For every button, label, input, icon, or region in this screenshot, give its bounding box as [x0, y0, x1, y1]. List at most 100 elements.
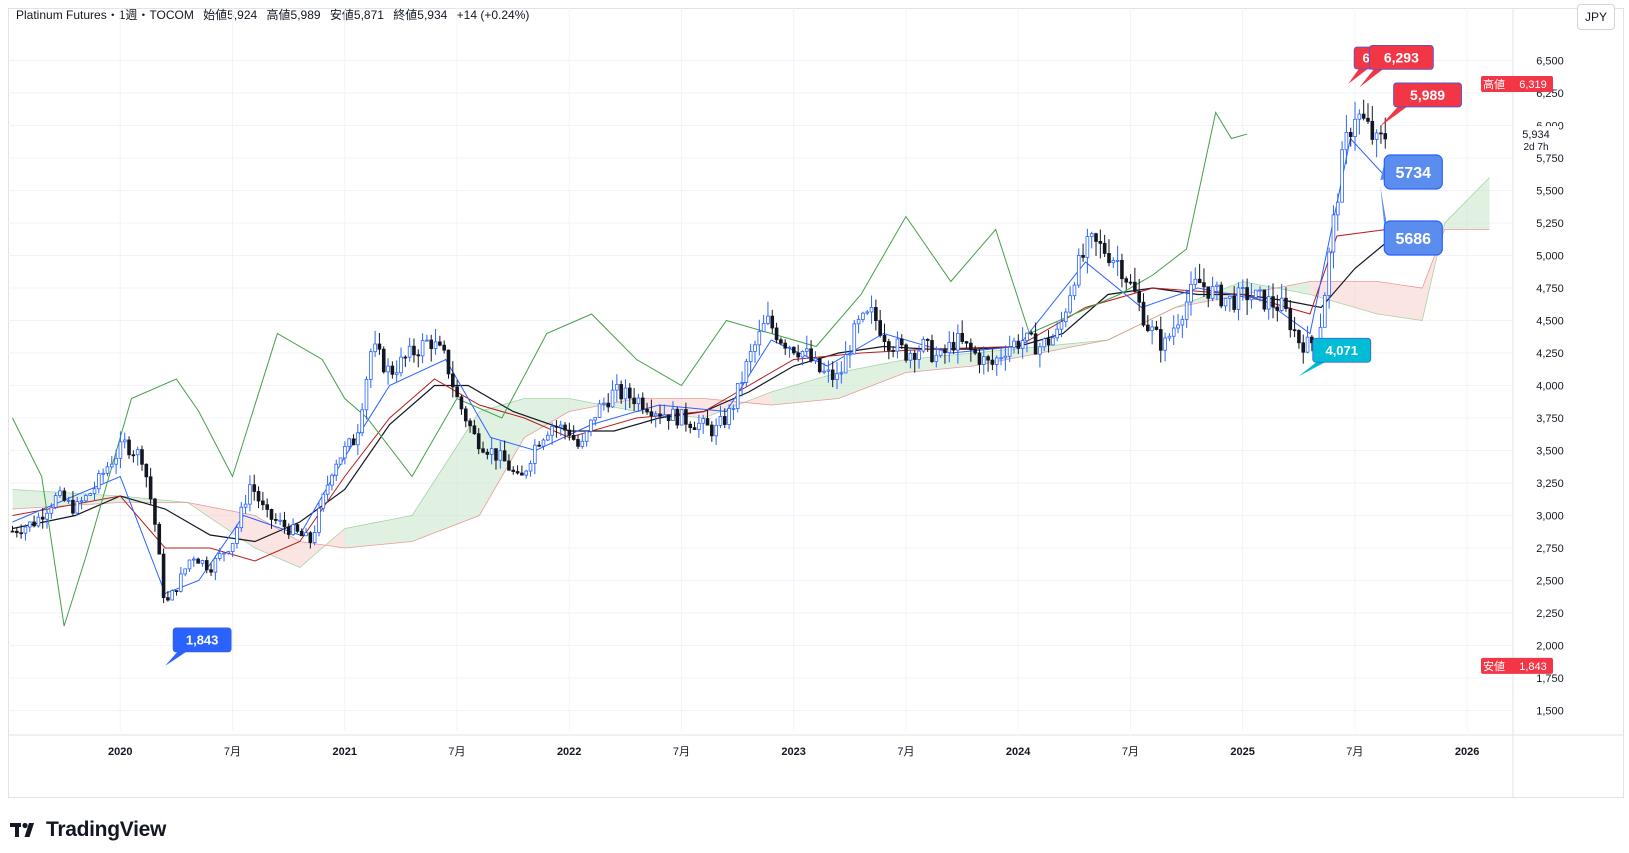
candle-body[interactable]: [261, 500, 265, 506]
candle-body[interactable]: [666, 414, 671, 421]
candle-body[interactable]: [459, 396, 464, 410]
candle-body[interactable]: [1335, 201, 1340, 216]
candle-body[interactable]: [1232, 295, 1236, 310]
candle-body[interactable]: [1051, 337, 1055, 346]
candle-body[interactable]: [1025, 332, 1029, 341]
candle-body[interactable]: [1064, 311, 1068, 323]
candle-body[interactable]: [1076, 255, 1081, 286]
candle-body[interactable]: [446, 349, 451, 375]
candle-body[interactable]: [433, 341, 438, 349]
candle-body[interactable]: [822, 370, 826, 373]
candle-body[interactable]: [356, 432, 360, 446]
candle-body[interactable]: [796, 352, 800, 358]
candle-body[interactable]: [692, 427, 697, 431]
candle-body[interactable]: [1038, 346, 1042, 355]
candle-body[interactable]: [343, 446, 347, 459]
candle-body[interactable]: [53, 495, 58, 508]
candle-body[interactable]: [62, 490, 67, 501]
candle-body[interactable]: [628, 387, 632, 399]
candle-body[interactable]: [550, 425, 554, 436]
candle-body[interactable]: [84, 494, 88, 502]
time-axis[interactable]: 2020 7月 2021 7月 2022 7月 2023 7月 2024 7月 2025 7月 2026: [8, 734, 1624, 758]
candle-body[interactable]: [368, 351, 373, 380]
candle-body[interactable]: [476, 433, 481, 450]
candle-body[interactable]: [131, 454, 136, 457]
candle-body[interactable]: [571, 434, 576, 440]
candle-body[interactable]: [438, 341, 442, 346]
candle-body[interactable]: [653, 413, 658, 417]
candle-body[interactable]: [407, 345, 412, 358]
candle-body[interactable]: [757, 331, 762, 346]
candle-body[interactable]: [235, 527, 239, 544]
candle-body[interactable]: [878, 320, 882, 336]
candle-body[interactable]: [990, 359, 995, 365]
candle-body[interactable]: [109, 463, 114, 468]
candle-body[interactable]: [291, 524, 295, 535]
candle-body[interactable]: [934, 354, 939, 362]
candle-body[interactable]: [1167, 335, 1172, 339]
candle-body[interactable]: [675, 408, 680, 426]
candle-body[interactable]: [442, 344, 446, 351]
candle-body[interactable]: [843, 354, 848, 374]
candle-body[interactable]: [191, 558, 196, 561]
candle-body[interactable]: [1331, 214, 1336, 253]
candle-body[interactable]: [597, 403, 602, 418]
candle-body[interactable]: [887, 341, 891, 351]
candle-body[interactable]: [856, 319, 861, 325]
candle-body[interactable]: [1085, 236, 1090, 258]
candle-body[interactable]: [239, 506, 244, 529]
candle-body[interactable]: [196, 558, 200, 564]
candle-body[interactable]: [964, 341, 969, 344]
candle-body[interactable]: [1158, 329, 1163, 351]
candle-body[interactable]: [602, 402, 606, 405]
candle-body[interactable]: [524, 470, 528, 476]
candle-body[interactable]: [1344, 132, 1349, 151]
candle-body[interactable]: [347, 438, 352, 447]
candle-body[interactable]: [1340, 149, 1344, 203]
candle-body[interactable]: [1353, 118, 1357, 138]
candle-body[interactable]: [174, 590, 179, 592]
candle-body[interactable]: [1370, 120, 1375, 140]
candle-body[interactable]: [213, 558, 218, 573]
brand[interactable]: TradingView: [10, 818, 166, 842]
candle-body[interactable]: [1042, 338, 1047, 348]
candle-body[interactable]: [558, 424, 563, 428]
candle-body[interactable]: [420, 340, 425, 357]
candle-body[interactable]: [1107, 253, 1111, 264]
candle-body[interactable]: [36, 516, 41, 527]
candle-body[interactable]: [1055, 328, 1059, 339]
candle-body[interactable]: [1292, 329, 1297, 332]
candle-body[interactable]: [662, 414, 667, 417]
candle-body[interactable]: [679, 409, 684, 426]
candle-body[interactable]: [640, 397, 645, 410]
candle-body[interactable]: [1323, 295, 1327, 328]
candle-body[interactable]: [468, 420, 472, 427]
candle-body[interactable]: [1266, 296, 1271, 310]
candle-body[interactable]: [951, 341, 956, 351]
candle-body[interactable]: [1016, 340, 1021, 349]
symbol-title[interactable]: Platinum Futures・1週・TOCOM: [16, 8, 194, 22]
candle-body[interactable]: [274, 519, 278, 521]
candle-body[interactable]: [779, 339, 783, 344]
candle-body[interactable]: [515, 471, 520, 474]
candle-body[interactable]: [325, 484, 330, 495]
candle-body[interactable]: [1171, 327, 1176, 337]
candle-body[interactable]: [852, 323, 857, 355]
candle-body[interactable]: [623, 387, 628, 400]
candle-body[interactable]: [1374, 132, 1379, 140]
candle-body[interactable]: [1133, 281, 1137, 292]
candle-body[interactable]: [265, 504, 269, 510]
candle-body[interactable]: [1163, 337, 1167, 351]
candle-body[interactable]: [1275, 306, 1280, 311]
candle-body[interactable]: [908, 352, 913, 361]
candle-body[interactable]: [744, 361, 749, 383]
candle-body[interactable]: [1357, 113, 1362, 120]
candle-body[interactable]: [92, 488, 97, 494]
candle-body[interactable]: [956, 332, 960, 351]
candle-body[interactable]: [1003, 355, 1008, 359]
candle-body[interactable]: [882, 334, 887, 343]
candle-body[interactable]: [973, 349, 977, 354]
candle-body[interactable]: [1081, 255, 1085, 258]
candle-body[interactable]: [1253, 289, 1258, 299]
candle-body[interactable]: [1249, 297, 1254, 301]
